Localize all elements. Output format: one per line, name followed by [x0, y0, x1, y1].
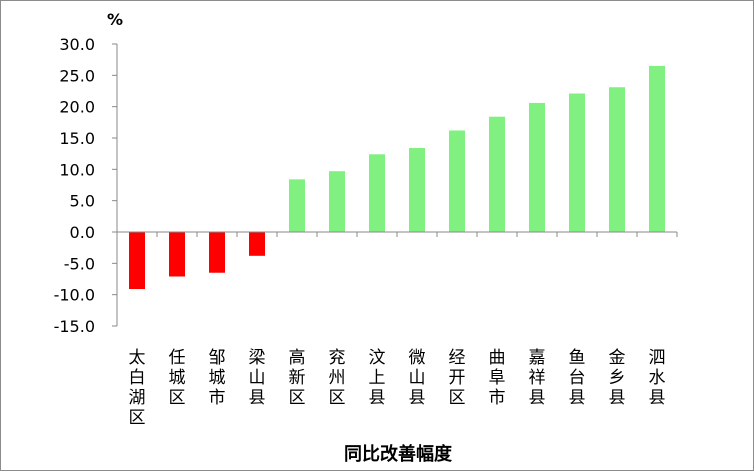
- y-tick-label: -5.0: [64, 254, 95, 273]
- bar-10: [489, 116, 505, 232]
- bar-5: [289, 179, 305, 232]
- y-tick-label: -10.0: [54, 286, 95, 305]
- x-category-label: 嘉祥县: [529, 348, 546, 408]
- x-category-label: 泗水县: [649, 348, 666, 408]
- y-tick-label: 15.0: [59, 129, 95, 148]
- x-category-label: 鱼台县: [569, 348, 586, 408]
- y-tick-label: -15.0: [54, 317, 95, 336]
- bar-12: [569, 93, 585, 232]
- y-tick-label: 25.0: [59, 66, 95, 85]
- x-category-label: 经开区: [449, 348, 466, 408]
- y-tick-label: 5.0: [70, 192, 95, 211]
- bar-3: [209, 232, 225, 273]
- y-tick-label: 10.0: [59, 160, 95, 179]
- bar-2: [169, 232, 185, 277]
- y-tick-label: 20.0: [59, 98, 95, 117]
- x-category-label: 兖州区: [329, 348, 346, 408]
- x-category-label: 汶上县: [369, 348, 386, 408]
- x-category-label: 任城区: [169, 348, 186, 408]
- y-axis-unit-label: %: [107, 10, 123, 29]
- bar-8: [409, 148, 425, 232]
- x-category-label: 邹城市: [209, 348, 226, 408]
- x-axis-title: 同比改善幅度: [344, 443, 453, 465]
- bar-6: [329, 171, 345, 232]
- y-tick-label: 0.0: [70, 223, 95, 242]
- x-category-label: 微山县: [409, 348, 426, 408]
- bar-7: [369, 154, 385, 232]
- bar-9: [449, 130, 465, 232]
- bar-14: [649, 65, 665, 233]
- y-tick-label: 30.0: [59, 35, 95, 54]
- x-category-label: 梁山县: [249, 348, 266, 408]
- bars-layer: [129, 65, 665, 290]
- bar-4: [249, 232, 265, 256]
- y-tick-labels: 30.0 25.0 20.0 15.0 10.0 5.0 0.0 -5.0 -10.0 -15.0: [54, 35, 95, 336]
- x-category-label: 金乡县: [609, 348, 626, 408]
- x-category-labels: 太白湖区 任城区 邹城市 梁山县 高新区 兖州区 汶上县 微山县 经开区 曲阜市 嘉祥县 鱼台县 金乡县…: [129, 348, 666, 428]
- bar-1: [129, 232, 145, 290]
- bar-11: [529, 102, 545, 232]
- bar-13: [609, 87, 625, 233]
- x-category-label: 曲阜市: [489, 348, 506, 408]
- x-category-label: 高新区: [289, 348, 306, 408]
- x-category-label: 太白湖区: [129, 348, 146, 428]
- axes-layer: [112, 43, 678, 327]
